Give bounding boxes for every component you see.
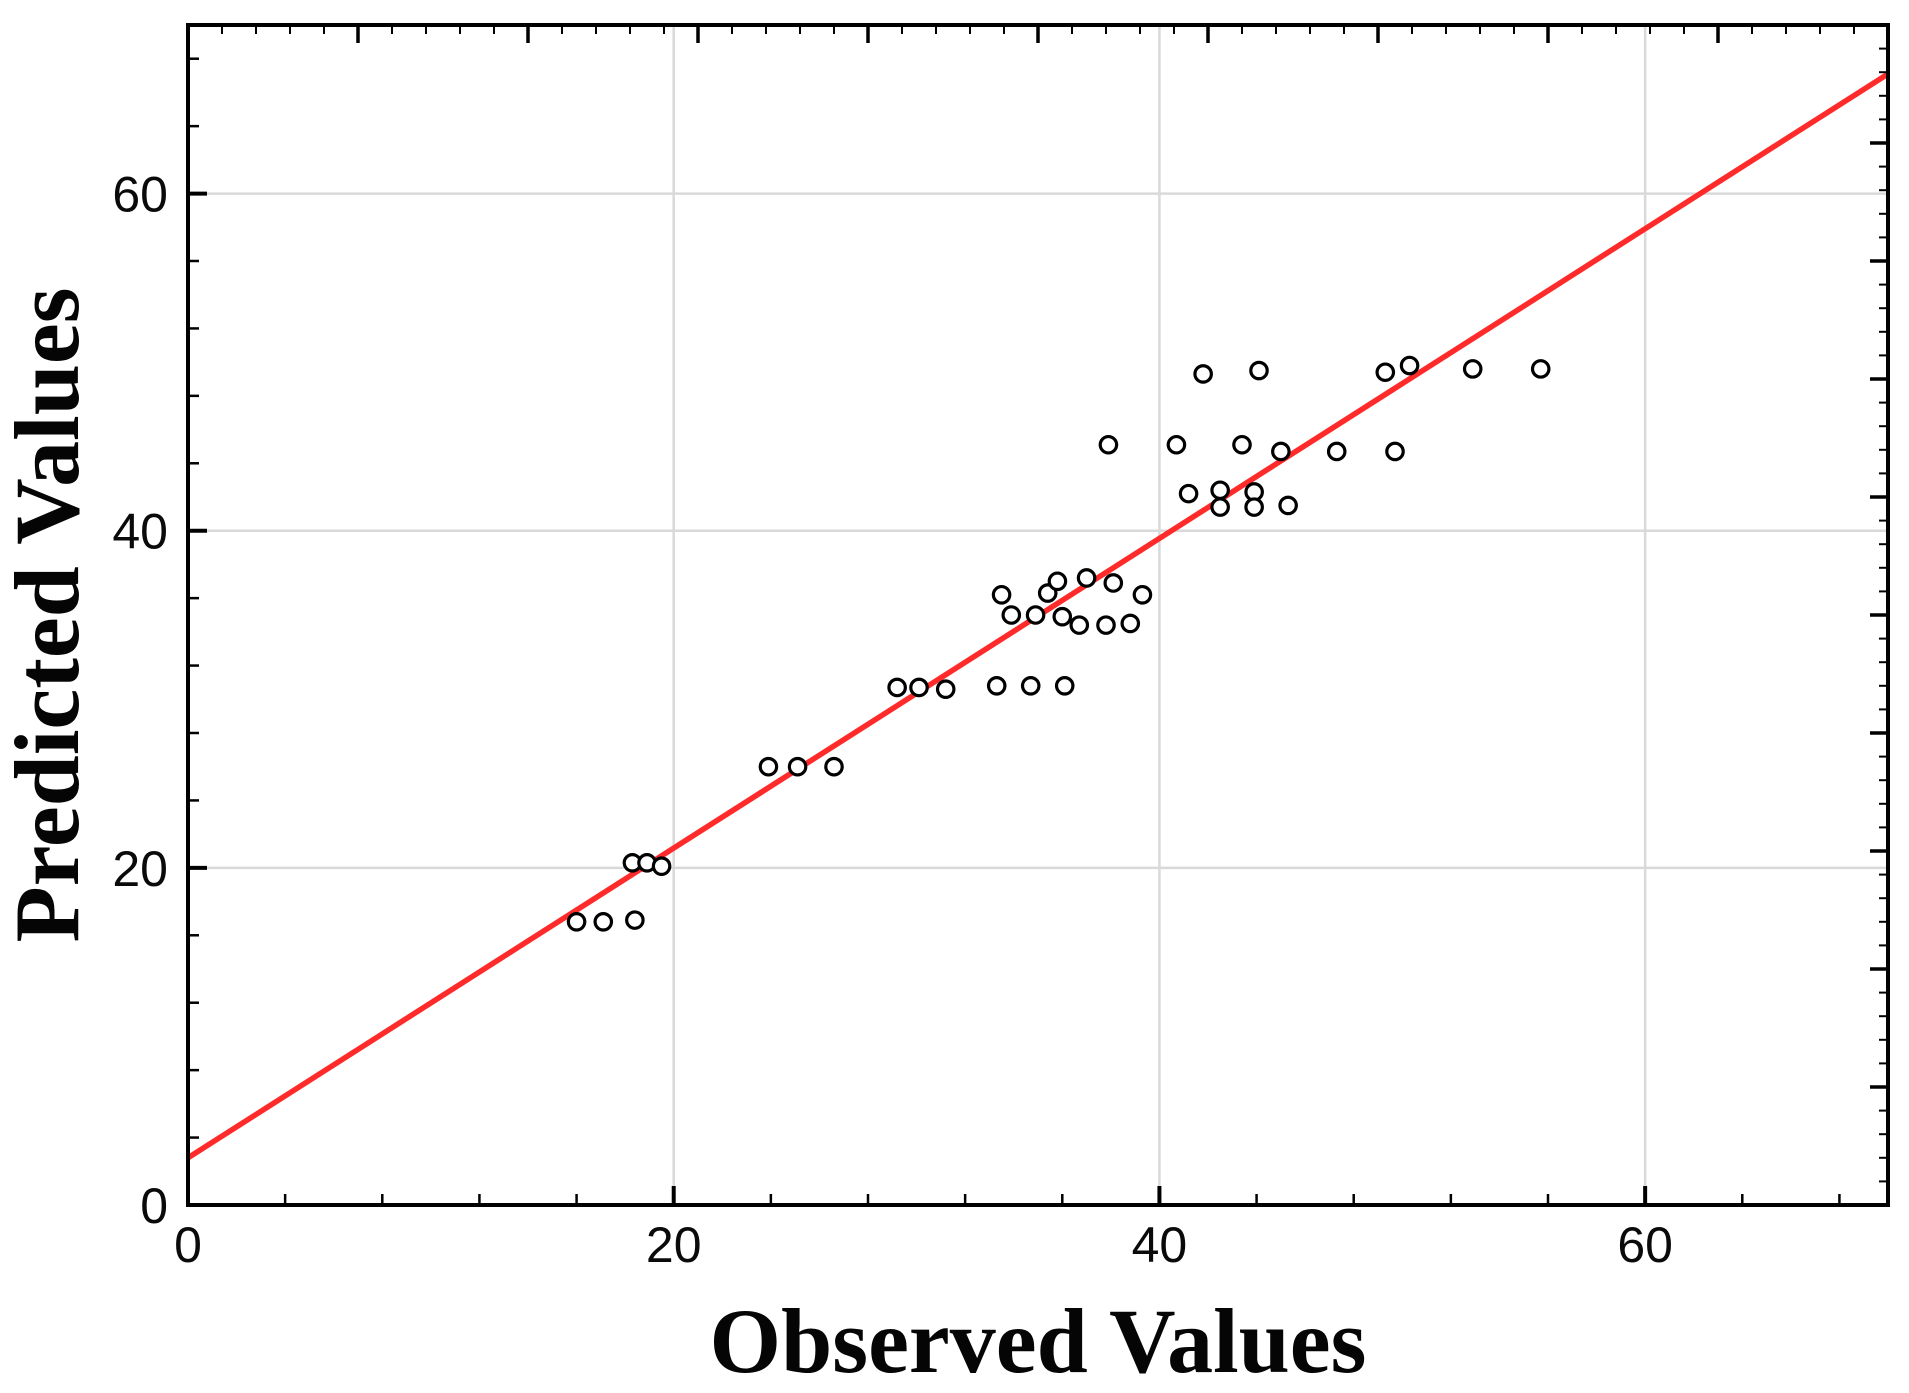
data-point	[1278, 495, 1298, 516]
data-point	[593, 911, 614, 932]
data-point	[1020, 675, 1041, 696]
data-point	[1054, 675, 1075, 696]
data-point	[1120, 613, 1141, 634]
x-tick-label: 20	[646, 1217, 702, 1273]
y-tick-label: 60	[112, 167, 168, 223]
data-point	[1025, 605, 1046, 625]
data-point	[625, 910, 645, 930]
y-axis-title: Predicted Values	[0, 287, 98, 942]
data-point	[1132, 584, 1153, 605]
data-point	[1052, 606, 1073, 627]
data-point	[1271, 441, 1291, 462]
y-tick-label: 20	[112, 841, 168, 897]
plot-frame	[186, 23, 1890, 1207]
data-point	[1076, 568, 1097, 588]
data-point	[986, 675, 1007, 696]
data-point	[935, 679, 956, 699]
data-point	[1385, 441, 1405, 462]
x-axis-title: Observed Values	[710, 1290, 1367, 1392]
data-point	[1047, 571, 1068, 592]
data-point	[1001, 605, 1022, 625]
data-point	[1166, 434, 1187, 455]
data-point	[1098, 434, 1119, 455]
data-point	[1326, 441, 1347, 462]
data-point	[1530, 359, 1551, 379]
data-point	[1249, 360, 1269, 381]
data-point	[1399, 355, 1420, 376]
data-point	[787, 756, 808, 777]
data-point	[1462, 359, 1483, 379]
data-point	[887, 677, 907, 698]
data-point	[1193, 364, 1213, 384]
data-point	[651, 856, 672, 876]
data-point	[1232, 434, 1252, 455]
data-point	[1096, 615, 1116, 635]
data-point	[909, 677, 929, 698]
data-point	[1210, 497, 1230, 517]
x-tick-label: 40	[1132, 1217, 1188, 1273]
x-tick-label: 60	[1617, 1217, 1673, 1273]
data-point	[566, 911, 587, 932]
data-point	[1178, 483, 1199, 504]
data-point	[824, 756, 844, 777]
data-point	[1244, 497, 1264, 517]
y-tick-label: 0	[140, 1178, 168, 1234]
data-point	[1375, 362, 1396, 383]
data-point	[758, 756, 779, 777]
x-tick-label: 0	[174, 1217, 202, 1273]
data-point	[1210, 480, 1230, 501]
data-point	[991, 584, 1012, 605]
y-tick-label: 40	[112, 504, 168, 560]
data-point	[1103, 573, 1124, 593]
data-point	[1069, 615, 1090, 635]
